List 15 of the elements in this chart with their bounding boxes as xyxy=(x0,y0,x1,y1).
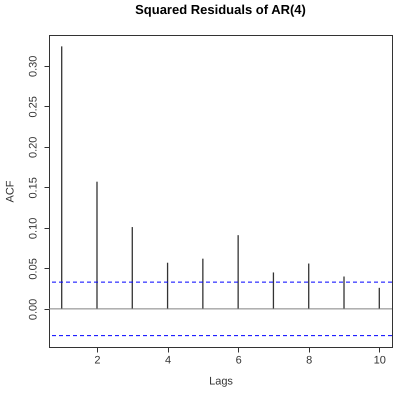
x-tick-label: 2 xyxy=(94,354,101,366)
y-tick-label: 0.15 xyxy=(28,177,40,199)
chart-title: Squared Residuals of AR(4) xyxy=(135,2,306,17)
x-tick-label: 10 xyxy=(374,354,386,366)
x-axis-title: Lags xyxy=(209,376,234,388)
y-tick-label: 0.25 xyxy=(28,96,40,118)
x-tick-label: 8 xyxy=(306,354,312,366)
y-tick-label: 0.05 xyxy=(28,258,40,280)
y-tick-label: 0.20 xyxy=(28,136,40,158)
y-tick-label: 0.00 xyxy=(28,298,40,320)
y-axis-title: ACF xyxy=(4,180,16,202)
x-tick-label: 6 xyxy=(236,354,242,366)
x-tick-label: 4 xyxy=(165,354,172,366)
y-tick-label: 0.10 xyxy=(28,218,40,240)
y-tick-label: 0.30 xyxy=(28,56,40,78)
